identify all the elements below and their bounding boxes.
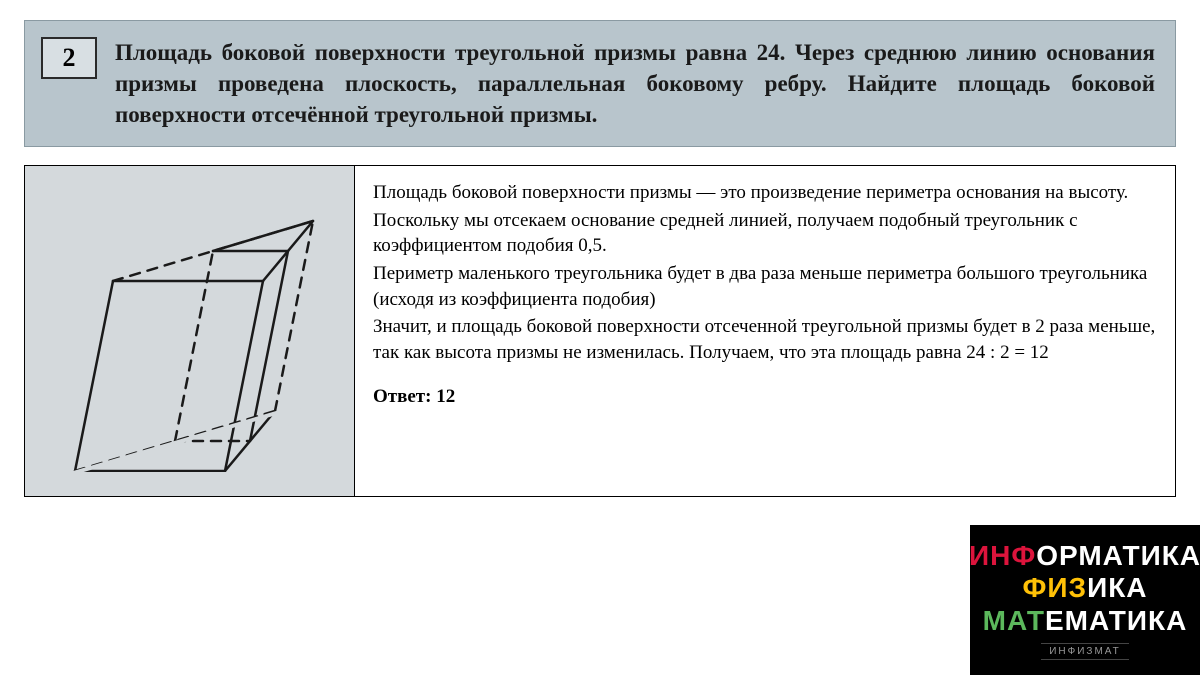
solution-p2: Поскольку мы отсекаем основание средней … <box>373 208 1157 259</box>
logo-fiz: ФИЗ <box>1022 572 1087 603</box>
solution-answer: Ответ: 12 <box>373 384 1157 410</box>
logo-inf: ИНФ <box>969 540 1036 571</box>
logo-line-1: ИНФОРМАТИКА <box>969 540 1200 572</box>
logo-line-3: МАТЕМАТИКА <box>983 605 1188 637</box>
prism-diagram <box>40 176 340 486</box>
logo-mat: МАТ <box>983 605 1045 636</box>
prism-diagram-cell <box>25 166 355 496</box>
logo-ormatika: ОРМАТИКА <box>1036 540 1200 571</box>
logo-line-2: ФИЗИКА <box>1022 572 1147 604</box>
problem-number-box: 2 <box>41 37 97 79</box>
solution-p1: Площадь боковой поверхности призмы — это… <box>373 180 1157 206</box>
solution-table: Площадь боковой поверхности призмы — это… <box>24 165 1176 497</box>
logo-ematika: ЕМАТИКА <box>1045 605 1187 636</box>
logo-subtitle: ИНФИЗМАТ <box>1041 643 1129 660</box>
problem-text: Площадь боковой поверхности треугольной … <box>115 37 1155 130</box>
logo-ika: ИКА <box>1087 572 1147 603</box>
solution-p3: Периметр маленького треугольника будет в… <box>373 261 1157 312</box>
problem-statement: 2 Площадь боковой поверхности треугольно… <box>24 20 1176 147</box>
channel-logo: ИНФОРМАТИКА ФИЗИКА МАТЕМАТИКА ИНФИЗМАТ <box>970 525 1200 675</box>
problem-number: 2 <box>63 43 76 73</box>
solution-p4: Значит, и площадь боковой поверхности от… <box>373 314 1157 365</box>
solution-text-cell: Площадь боковой поверхности призмы — это… <box>355 166 1175 496</box>
